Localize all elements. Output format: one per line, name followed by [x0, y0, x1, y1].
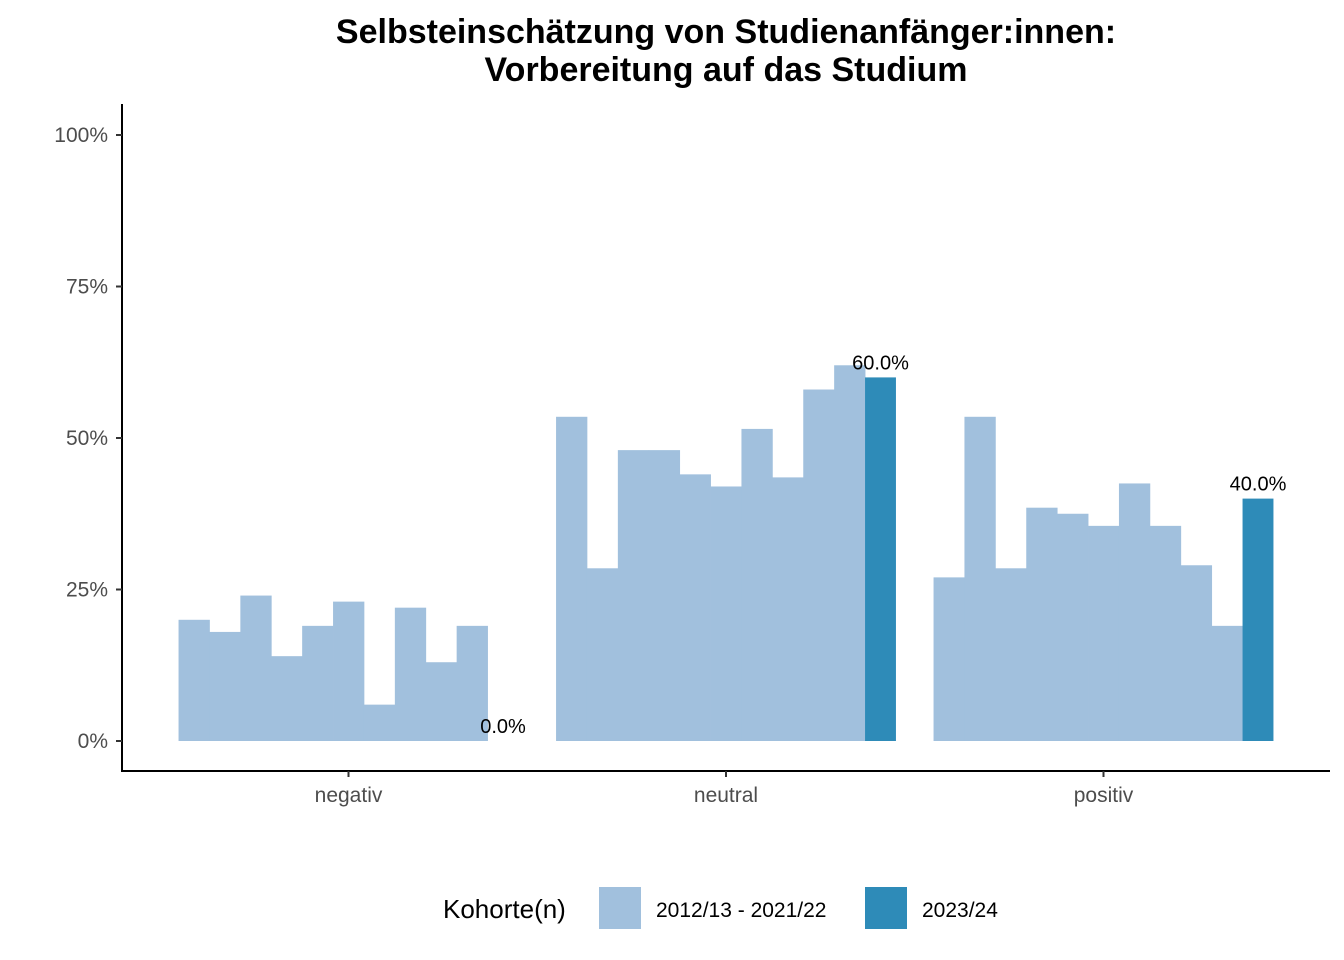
bar-positiv-historic-8: [1149, 525, 1182, 741]
bar-neutral-current: [865, 377, 896, 741]
legend-label-1: 2012/13 - 2021/22: [656, 899, 826, 922]
bar-negativ-historic-4: [271, 656, 303, 741]
bar-negativ-historic-2: [209, 631, 241, 741]
bar-neutral-historic-2: [586, 568, 619, 741]
bar-neutral-historic-5: [679, 474, 711, 741]
title-line-2: Vorbereitung auf das Studium: [485, 51, 968, 89]
bar-positiv-historic-5: [1057, 513, 1089, 741]
bar-neutral-historic-4: [648, 450, 681, 741]
bar-positiv-historic-6: [1088, 525, 1120, 741]
bar-positiv-historic-4: [1026, 507, 1058, 741]
data-label-neutral: 60.0%: [852, 352, 909, 374]
plot-area: 0.0% 60.0% 40.0% 0% 25% 50% 75% 100% negativ neut…: [54, 104, 1330, 807]
chart-title: Selbsteinschätzung von Studienanfänger:i…: [336, 13, 1116, 89]
bar-neutral-historic-6: [710, 486, 742, 741]
y-tick-label-1: 25%: [66, 579, 108, 602]
bar-negativ-historic-7: [363, 704, 396, 741]
legend-title: Kohorte(n): [443, 894, 566, 924]
bar-negativ-historic-1: [178, 619, 210, 741]
bar-negativ-historic-10: [456, 625, 488, 741]
bar-neutral-historic-8: [772, 477, 804, 741]
x-tick-label-negativ: negativ: [315, 784, 383, 807]
bar-positiv-historic-1: [933, 577, 965, 741]
x-tick-label-positiv: positiv: [1074, 784, 1134, 807]
data-label-negativ: 0.0%: [480, 716, 526, 738]
data-label-positiv: 40.0%: [1230, 474, 1287, 496]
legend-swatch-2: [865, 887, 907, 929]
bar-positiv-historic-7: [1118, 483, 1151, 741]
y-tick-label-2: 50%: [66, 427, 108, 450]
y-tick-label-3: 75%: [66, 276, 108, 299]
bar-negativ-historic-3: [240, 595, 272, 741]
y-tick-label-0: 0%: [78, 730, 108, 753]
legend-label-2: 2023/24: [922, 899, 998, 922]
bar-neutral-historic-7: [741, 428, 773, 741]
bar-positiv-historic-3: [995, 568, 1027, 741]
legend: Kohorte(n) 2012/13 - 2021/22 2023/24: [443, 887, 998, 929]
y-tick-label-4: 100%: [54, 124, 108, 147]
bar-negativ-historic-9: [425, 662, 458, 741]
bar-neutral-historic-1: [556, 416, 588, 741]
bar-neutral-historic-3: [617, 450, 650, 741]
bar-positiv-historic-9: [1180, 565, 1213, 741]
title-line-1: Selbsteinschätzung von Studienanfänger:i…: [336, 13, 1116, 51]
bar-negativ-historic-5: [302, 625, 334, 741]
bar-negativ-historic-8: [394, 607, 427, 741]
bar-positiv-current: [1242, 498, 1274, 741]
bar-negativ-historic-6: [333, 601, 365, 741]
bar-neutral-historic-9: [803, 389, 835, 741]
bar-positiv-historic-2: [964, 416, 996, 741]
bar-positiv-historic-10: [1211, 625, 1243, 741]
legend-swatch-1: [599, 887, 641, 929]
x-tick-label-neutral: neutral: [694, 784, 758, 807]
bar-neutral-historic-10: [834, 365, 866, 741]
